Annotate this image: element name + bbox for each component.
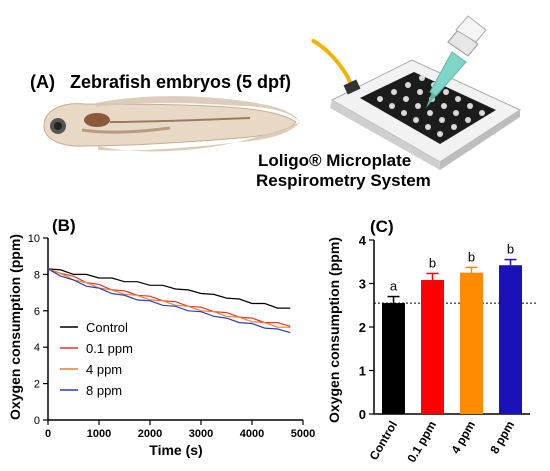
panel-b-label: (B): [52, 216, 76, 235]
zebrafish-larva-icon: [43, 96, 300, 152]
bar: [421, 280, 444, 414]
panel-c-label: (C): [370, 217, 394, 236]
series-line: [47, 268, 291, 334]
y-tick-label: 4: [34, 342, 40, 354]
panel-c: (C) 0 1 2 3 4 a Control b 0.1 ppm b 4 ppm b 8 ppm Ox…: [326, 217, 536, 465]
x-tick-label: 4000: [240, 428, 264, 440]
y-tick-label: 0: [359, 407, 366, 422]
y-tick-label: 8: [34, 269, 40, 281]
x-tick-label: 1000: [87, 428, 111, 440]
chart-b-y-axis-label: Oxygen consumption (ppm): [7, 234, 23, 420]
bar-chart: 0 1 2 3 4 a Control b 0.1 ppm b 4 ppm b 8 ppm: [359, 233, 536, 465]
y-tick-label: 10: [28, 233, 40, 245]
y-tick-label: 4: [359, 233, 367, 248]
system-name-line2: Respirometry System: [256, 171, 431, 190]
legend-label: 0.1 ppm: [86, 341, 133, 356]
panel-a-title: Zebrafish embryos (5 dpf): [70, 72, 291, 92]
panel-a-label: (A): [30, 72, 55, 92]
x-tick-label: 0: [45, 428, 51, 440]
category-label: 8 ppm: [487, 419, 517, 457]
y-tick-label: 6: [34, 306, 40, 318]
panel-a: (A) Zebrafish embryos (5 dpf): [30, 15, 522, 190]
category-label: 4 ppm: [448, 419, 478, 457]
series-line: [47, 268, 291, 309]
pipette-icon: [426, 15, 487, 108]
y-tick-label: 1: [359, 364, 366, 379]
microplate-respirometer-icon: [330, 59, 522, 170]
series-line: [47, 268, 291, 328]
significance-letter: b: [507, 242, 514, 257]
bar: [499, 265, 522, 414]
chart-b-x-axis-label: Time (s): [149, 442, 202, 458]
legend-label: Control: [86, 320, 128, 335]
system-name-line1: Loligo® Microplate: [258, 151, 411, 170]
legend-label: 8 ppm: [86, 383, 122, 398]
x-tick-label: 5000: [291, 428, 315, 440]
category-label: Control: [367, 419, 400, 463]
bar: [382, 303, 405, 414]
y-tick-label: 0: [34, 415, 40, 427]
y-tick-label: 3: [359, 277, 366, 292]
significance-letter: b: [468, 249, 475, 264]
y-tick-label: 2: [359, 320, 366, 335]
chart-c-y-axis-label: Oxygen consumption (ppm): [326, 237, 342, 423]
significance-letter: a: [390, 279, 398, 294]
legend-label: 4 ppm: [86, 362, 122, 377]
bar: [460, 272, 483, 414]
series-line: [47, 268, 291, 327]
x-tick-label: 2000: [138, 428, 162, 440]
category-label: 0.1 ppm: [404, 419, 439, 465]
line-chart: 0 2 4 6 8 10 0 1000 2000 3000 4000 5000 Control 0.1 p…: [28, 233, 315, 440]
x-tick-label: 3000: [189, 428, 213, 440]
significance-letter: b: [429, 255, 436, 270]
y-tick-label: 2: [34, 379, 40, 391]
